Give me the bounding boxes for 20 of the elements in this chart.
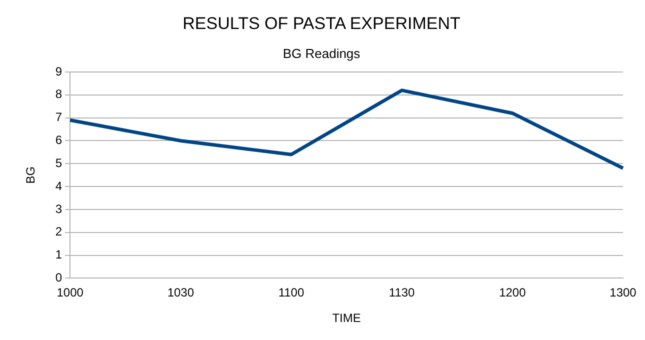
x-tick-label: 1100 bbox=[278, 286, 304, 300]
x-tick-label: 1000 bbox=[56, 286, 84, 300]
x-axis-title: TIME bbox=[332, 311, 361, 326]
y-axis-title: BG bbox=[24, 166, 38, 184]
x-tick-label: 1030 bbox=[167, 286, 194, 300]
y-tick-label: 5 bbox=[55, 156, 62, 170]
x-tick-label: 1130 bbox=[388, 286, 416, 300]
chart-subtitle: BG Readings bbox=[282, 46, 361, 61]
y-tick-label: 2 bbox=[55, 224, 62, 239]
y-tick-label: 9 bbox=[55, 64, 62, 78]
y-tick-label: 7 bbox=[55, 110, 62, 124]
y-tick-label: 8 bbox=[55, 87, 62, 102]
y-tick-label: 4 bbox=[55, 178, 62, 193]
y-tick-label: 1 bbox=[55, 248, 62, 262]
x-tick-label: 1300 bbox=[610, 286, 637, 300]
chart-title: RESULTS OF PASTA EXPERIMENT bbox=[182, 14, 460, 33]
x-tick-label: 1200 bbox=[499, 286, 526, 300]
y-tick-label: 3 bbox=[55, 202, 62, 216]
y-tick-label: 0 bbox=[55, 270, 62, 285]
y-tick-label: 6 bbox=[55, 133, 62, 148]
